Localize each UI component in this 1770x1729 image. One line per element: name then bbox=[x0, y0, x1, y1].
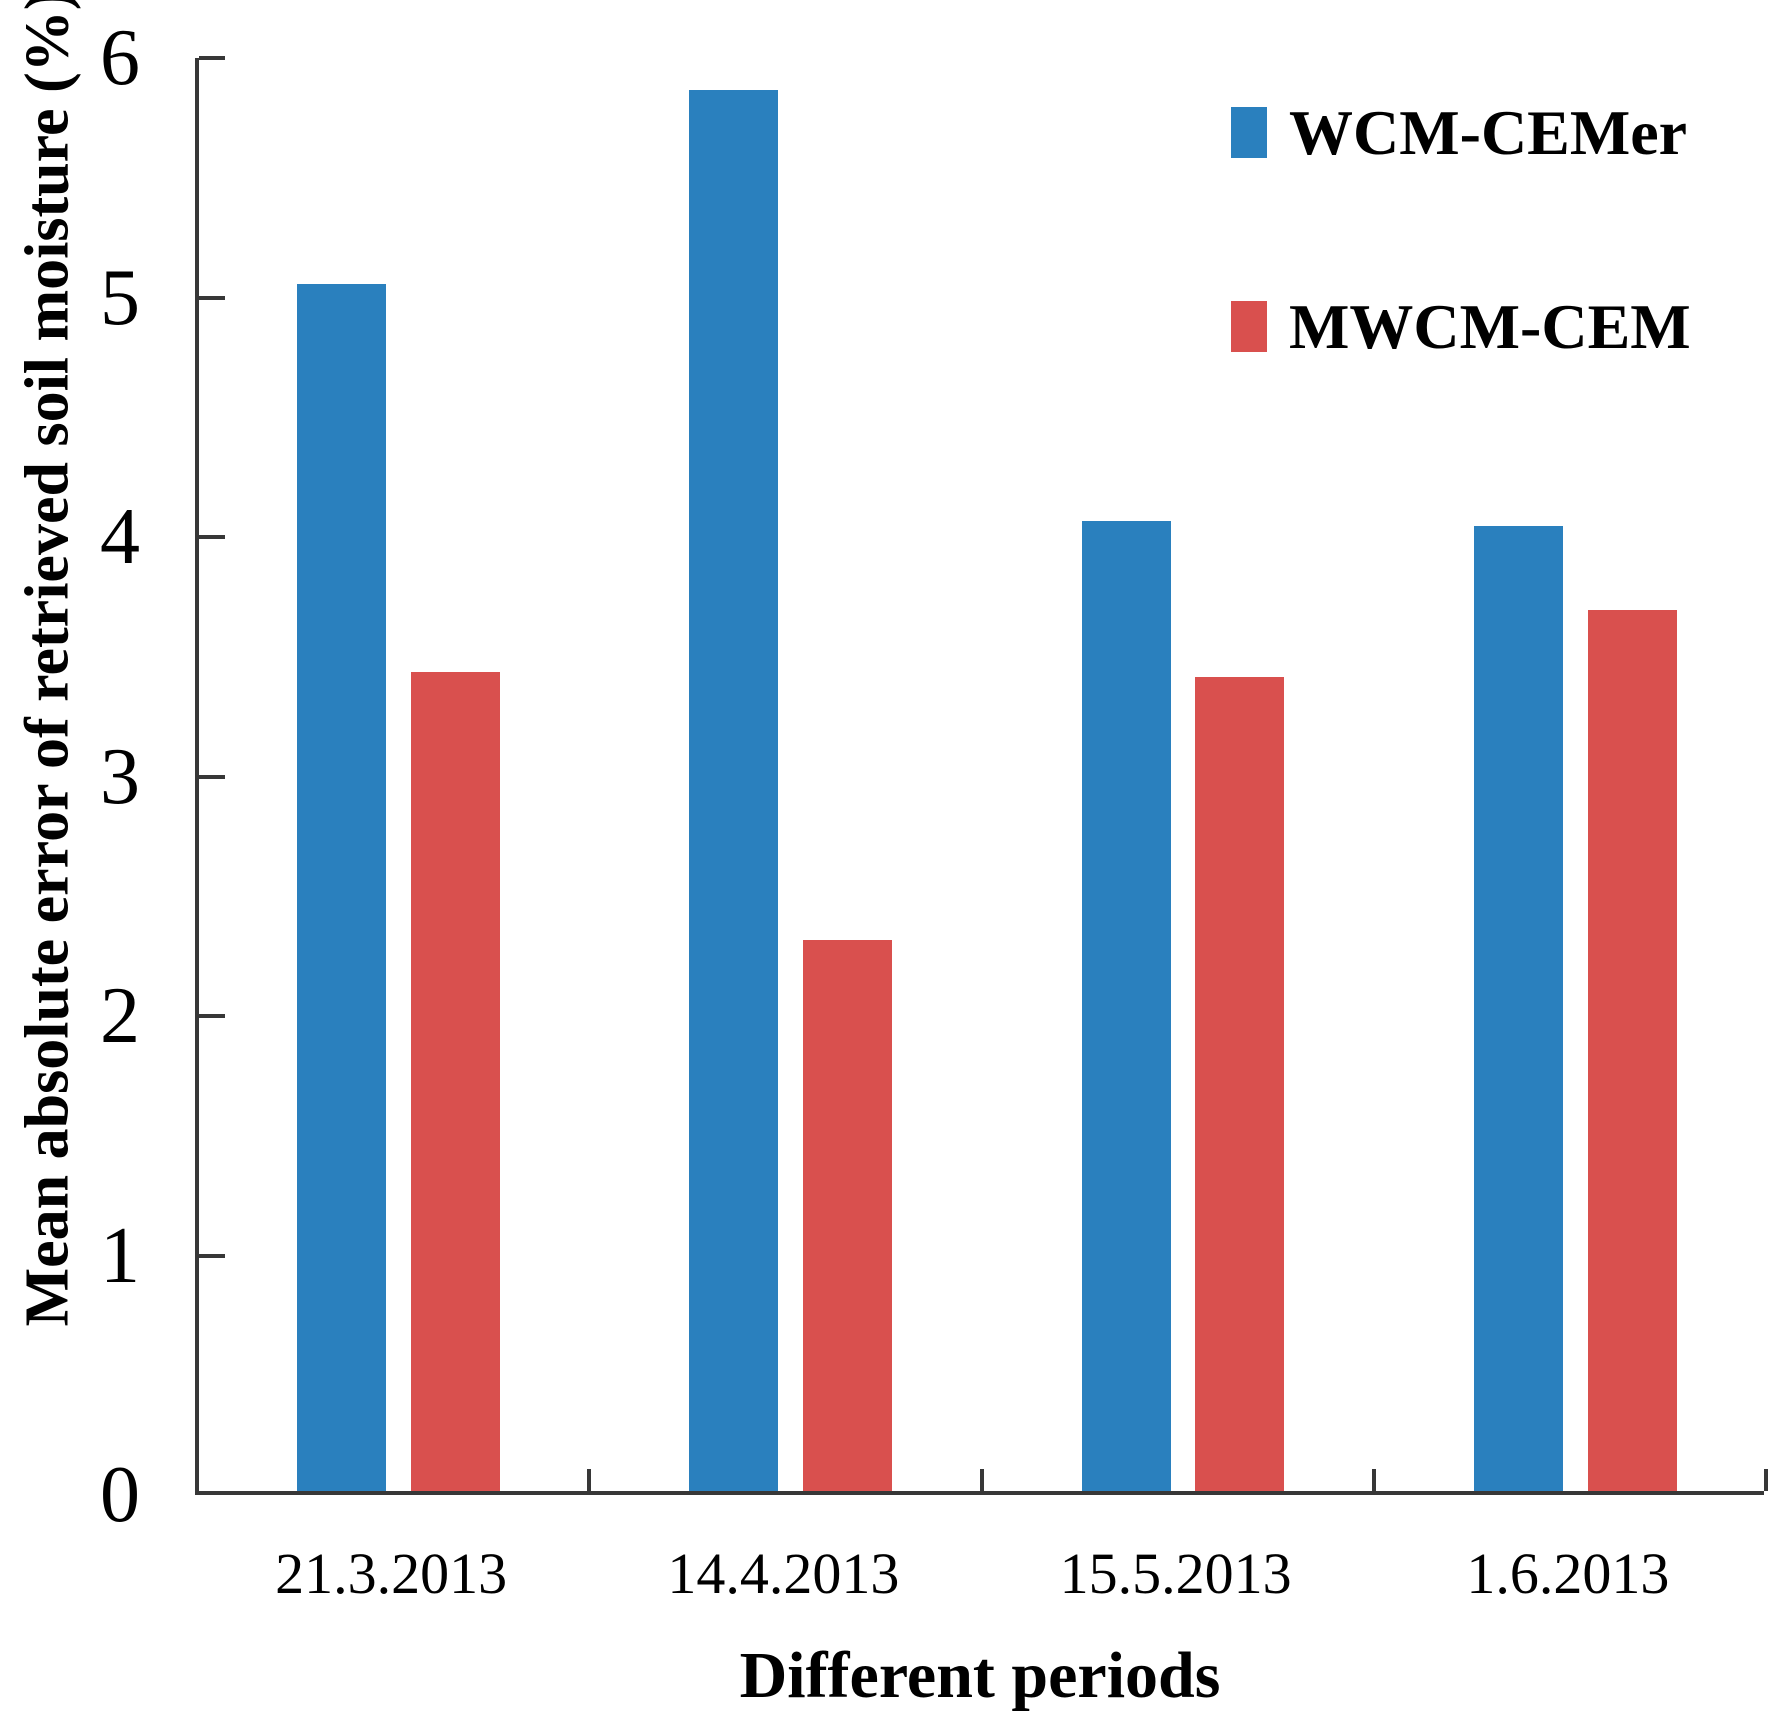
x-tick-label: 1.6.2013 bbox=[1466, 1541, 1670, 1606]
y-tick-label: 4 bbox=[100, 493, 140, 581]
x-axis-tick bbox=[1371, 1469, 1376, 1491]
x-tick-label: 21.3.2013 bbox=[275, 1541, 508, 1606]
y-axis-tick bbox=[199, 56, 225, 60]
y-tick-label: 1 bbox=[100, 1211, 140, 1300]
y-axis-tick bbox=[199, 535, 225, 539]
legend-label-wcm-cemer: WCM-CEMer bbox=[1289, 96, 1688, 168]
bar-mwcm-cem-15-5-2013 bbox=[1195, 676, 1285, 1491]
plot-area bbox=[195, 56, 1768, 1495]
y-tick-label: 5 bbox=[100, 253, 140, 342]
x-tick-label: 14.4.2013 bbox=[667, 1541, 900, 1606]
y-axis-tick bbox=[199, 295, 225, 300]
x-axis-tick bbox=[979, 1469, 984, 1491]
y-tick-label: 0 bbox=[100, 1451, 140, 1539]
bar-wcm-cemer-21-3-2013 bbox=[297, 283, 387, 1491]
y-tick-label: 6 bbox=[100, 14, 140, 102]
x-axis-tick bbox=[1764, 1469, 1768, 1491]
y-axis-tick bbox=[199, 774, 225, 779]
bar-mwcm-cem-1-6-2013 bbox=[1587, 609, 1677, 1491]
bar-mwcm-cem-14-4-2013 bbox=[803, 940, 893, 1491]
legend-item-mwcm-cem: MWCM-CEM bbox=[1231, 289, 1691, 364]
legend-item-wcm-cemer: WCM-CEMer bbox=[1231, 95, 1687, 170]
legend-swatch-red-icon bbox=[1231, 301, 1267, 352]
y-axis-tick bbox=[199, 1014, 225, 1018]
bar-mwcm-cem-21-3-2013 bbox=[410, 671, 500, 1491]
y-tick-label: 2 bbox=[100, 972, 140, 1060]
y-axis-title: Mean absolute error of retrieved soil mo… bbox=[13, 0, 82, 1327]
x-axis-tick bbox=[587, 1469, 592, 1491]
bar-wcm-cemer-14-4-2013 bbox=[689, 89, 779, 1491]
bar-wcm-cemer-1-6-2013 bbox=[1473, 525, 1563, 1491]
y-axis-tick bbox=[199, 1253, 225, 1258]
bar-wcm-cemer-15-5-2013 bbox=[1081, 521, 1171, 1491]
legend-label-mwcm-cem: MWCM-CEM bbox=[1289, 290, 1691, 362]
legend-swatch-blue-icon bbox=[1231, 107, 1267, 158]
x-axis-title: Different periods bbox=[739, 1639, 1221, 1712]
x-tick-label: 15.5.2013 bbox=[1059, 1541, 1292, 1606]
y-tick-label: 3 bbox=[100, 732, 140, 821]
